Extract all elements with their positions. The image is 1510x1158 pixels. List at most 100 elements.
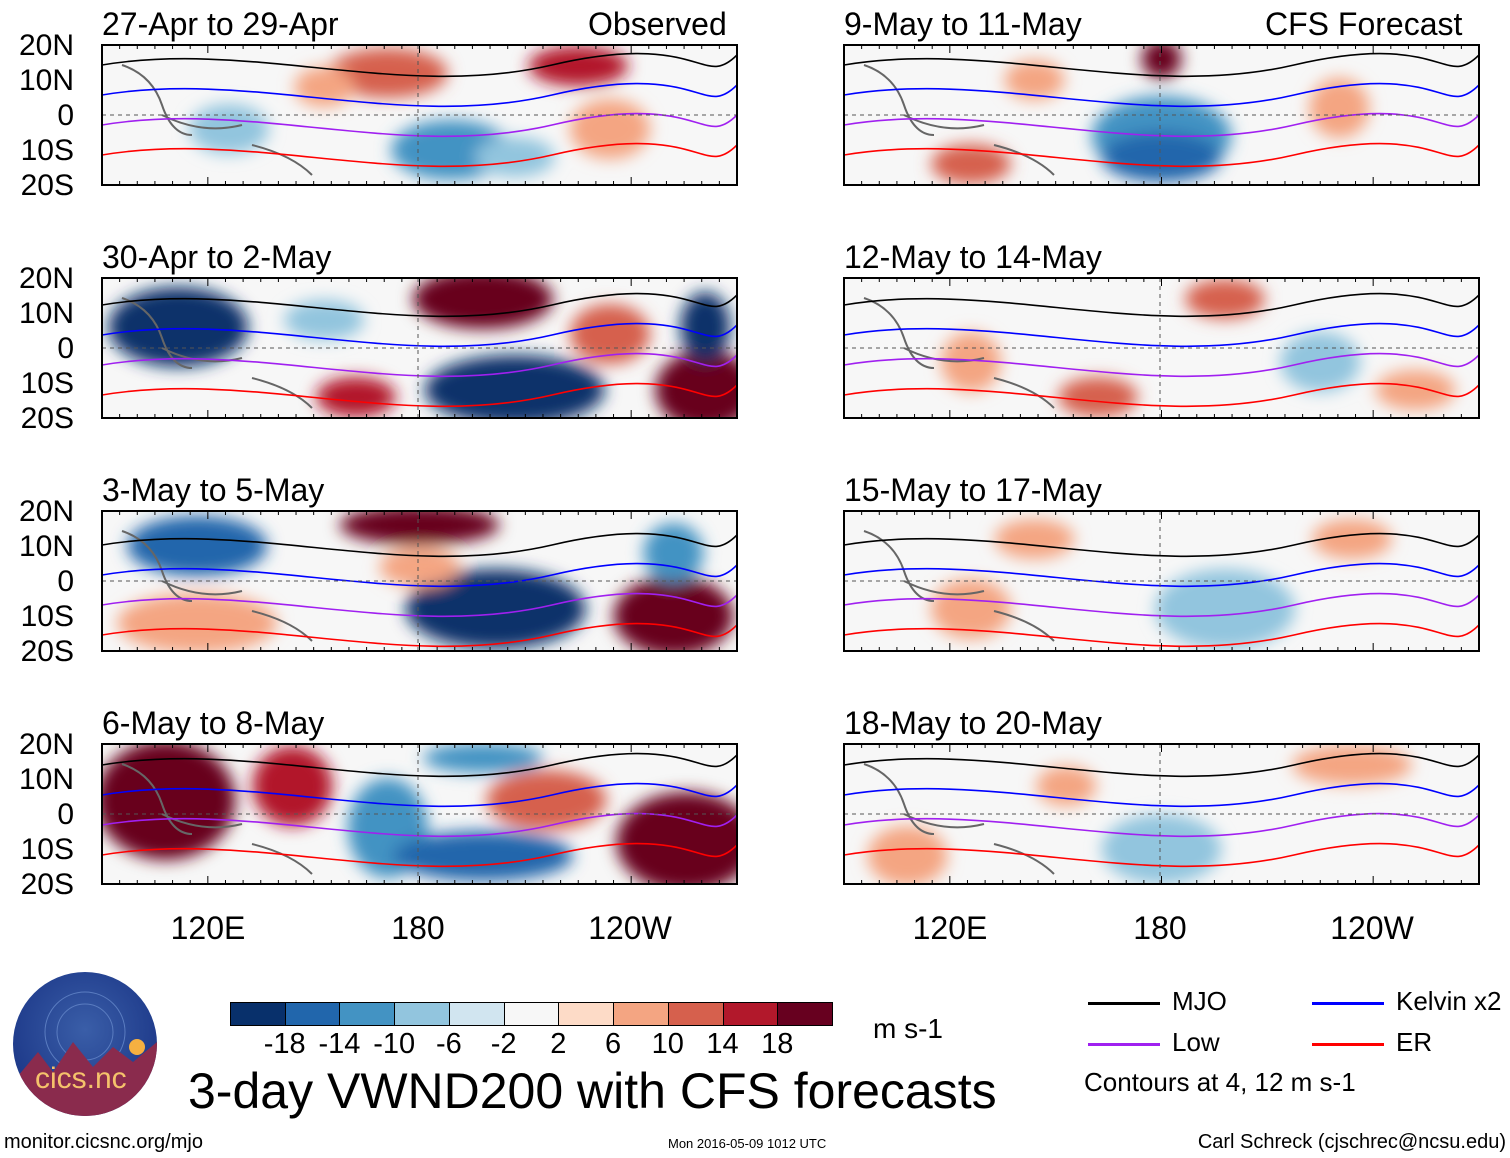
wind-anomaly-shading: [643, 523, 704, 583]
lon-label-left: 120E: [170, 910, 246, 946]
lat-label: 20S: [20, 868, 74, 901]
colorbar-swatch: [230, 1002, 286, 1026]
colorbar-swatch: [448, 1002, 505, 1026]
wind-anomaly-shading: [127, 516, 268, 576]
wind-anomaly-shading: [1141, 45, 1182, 79]
wind-anomaly-shading: [189, 104, 269, 154]
wind-anomaly-shading: [680, 292, 731, 362]
colorbar-swatch: [777, 1002, 833, 1026]
map-panels: [101, 44, 1480, 885]
map-panel: [101, 44, 738, 186]
colorbar-swatch: [284, 1002, 341, 1026]
wind-anomaly-shading: [931, 144, 1011, 184]
forecast-label: CFS Forecast: [1265, 6, 1463, 42]
panel-title: 30-Apr to 2-May: [102, 239, 332, 275]
map-panel: [101, 510, 738, 652]
lat-label: 20N: [18, 262, 74, 295]
wind-anomaly-shading: [1309, 78, 1370, 138]
wind-anomaly-shading: [1312, 519, 1392, 559]
lat-label: 0: [57, 798, 74, 831]
wind-anomaly-shading: [1185, 279, 1265, 319]
lat-label: 20S: [20, 635, 74, 668]
wind-anomaly-shading: [616, 792, 737, 884]
contour-line: [102, 142, 737, 168]
colorbar-swatch: [394, 1002, 450, 1026]
contour-line: [102, 752, 737, 778]
lat-label: 10N: [18, 297, 74, 330]
wind-anomaly-shading: [424, 355, 605, 418]
lat-label: 10S: [20, 134, 74, 167]
wind-anomaly-shading: [252, 746, 333, 826]
lon-label-left: 180: [391, 910, 445, 946]
wind-anomaly-shading: [1058, 377, 1138, 417]
footer-credit: Carl Schreck (cjschrec@ncsu.edu): [1197, 1131, 1506, 1153]
panel-title: 18-May to 20-May: [844, 705, 1102, 741]
footer-timestamp: Mon 2016-05-09 1012 UTC: [668, 1136, 827, 1151]
contour-line: [844, 812, 1479, 838]
lon-label-right: 120E: [912, 910, 988, 946]
colorbar-label: -18: [263, 1028, 306, 1060]
panel-title: 6-May to 8-May: [102, 705, 325, 741]
wind-anomaly-shading: [613, 576, 734, 651]
wind-anomaly-shading: [316, 377, 396, 417]
lat-label: 20N: [18, 728, 74, 761]
wind-anomaly-shading: [528, 46, 629, 86]
contour-line: [102, 112, 737, 138]
contour-line: [844, 52, 1479, 78]
contour-line: [102, 322, 737, 348]
legend-line-er: [1312, 1043, 1384, 1046]
contour-line: [844, 112, 1479, 138]
cics-logo: cics.nc: [13, 972, 157, 1116]
wind-anomaly-shading: [339, 511, 500, 545]
wind-anomaly-shading: [1292, 745, 1412, 785]
legend-note: Contours at 4, 12 m s-1: [1084, 1067, 1356, 1097]
figure-title: 3-day VWND200 with CFS forecasts: [188, 1063, 997, 1119]
colorbar-label: 10: [651, 1028, 684, 1060]
colorbar-label: 14: [706, 1028, 739, 1060]
wind-anomaly-shading: [108, 287, 249, 367]
wind-anomaly-shading: [570, 99, 650, 159]
contour-line: [844, 352, 1479, 378]
lat-label: 0: [57, 565, 74, 598]
colorbar-label: 6: [605, 1028, 622, 1060]
lat-label: 0: [57, 99, 74, 132]
colorbar-swatch: [558, 1002, 615, 1026]
colorbar-label: 18: [761, 1028, 794, 1060]
contour-line: [102, 782, 737, 808]
panel-title: 9-May to 11-May: [844, 6, 1082, 42]
wind-anomaly-shading: [994, 519, 1075, 559]
contour-line: [844, 142, 1479, 168]
contour-line: [102, 382, 737, 408]
lat-label: 0: [57, 332, 74, 365]
contour-line: [102, 292, 737, 318]
lat-label: 10S: [20, 600, 74, 633]
wind-anomaly-shading: [102, 744, 236, 860]
contour-line: [102, 592, 737, 618]
lat-label: 20S: [20, 169, 74, 202]
wind-anomaly-shading: [941, 332, 1001, 392]
contour-line: [844, 782, 1479, 808]
contour-line: [102, 352, 737, 378]
colorbar-swatch: [339, 1002, 396, 1026]
colorbar-label: -6: [436, 1028, 462, 1060]
contour-line: [844, 752, 1479, 778]
map-panel: [101, 277, 738, 419]
contour-line: [844, 382, 1479, 408]
wind-anomaly-shading: [1004, 60, 1065, 100]
map-panel: [843, 44, 1480, 186]
panel-title: 3-May to 5-May: [102, 472, 325, 508]
footer-url[interactable]: monitor.cicsnc.org/mjo: [4, 1131, 203, 1153]
map-panel: [843, 743, 1480, 885]
panel-title: 27-Apr to 29-Apr: [102, 6, 339, 42]
contour-line: [844, 292, 1479, 318]
wind-anomaly-shading: [867, 826, 948, 884]
colorbar-swatch: [503, 1002, 560, 1026]
wind-anomaly-shading: [423, 744, 543, 773]
lat-label: 10S: [20, 367, 74, 400]
colorbar-label: -14: [318, 1028, 361, 1060]
contour-line: [102, 622, 737, 648]
wind-anomaly-shading: [117, 593, 278, 651]
contour-line: [102, 842, 737, 868]
colorbar-units: m s-1: [873, 1013, 943, 1044]
